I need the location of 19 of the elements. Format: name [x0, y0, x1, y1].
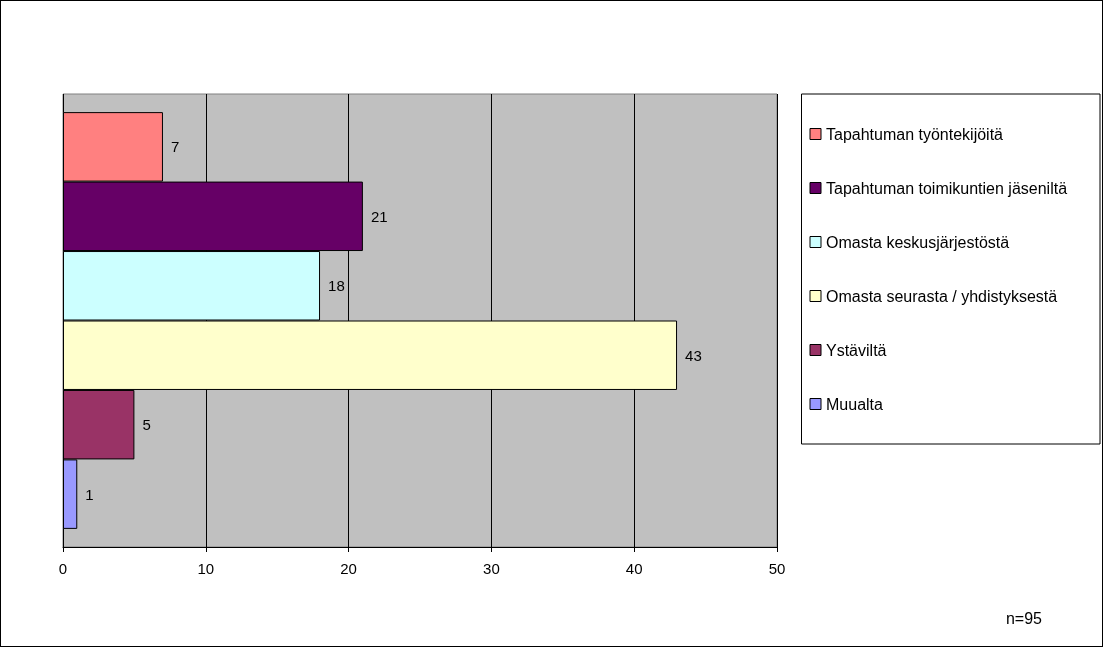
data-label: 18 — [328, 277, 345, 295]
legend-label: Omasta seurasta / yhdistyksestä — [826, 287, 1058, 305]
text: n=95 — [1005, 609, 1043, 627]
x-tick-label: 10 — [197, 560, 215, 577]
legend-label: Muualta — [826, 395, 884, 413]
legend-label: Omasta keskusjärjestöstä — [826, 233, 1010, 251]
data-label: 5 — [142, 416, 151, 434]
x-tick-label: 20 — [340, 560, 357, 577]
legend-label: Tapahtuman työntekijöitä — [826, 125, 1004, 143]
data-label: 7 — [170, 138, 180, 156]
x-tick-label: 30 — [483, 560, 500, 577]
x-tick-label: 40 — [625, 560, 643, 577]
data-label: 21 — [370, 207, 388, 225]
x-tick-label: 0 — [58, 560, 68, 577]
legend-label: Ystäviltä — [826, 341, 887, 359]
legend-label: Tapahtuman toimikuntien jäseniltä — [826, 179, 1068, 197]
x-tick-label: 50 — [768, 560, 786, 577]
data-label: 43 — [685, 346, 702, 364]
data-label: 1 — [85, 485, 94, 503]
